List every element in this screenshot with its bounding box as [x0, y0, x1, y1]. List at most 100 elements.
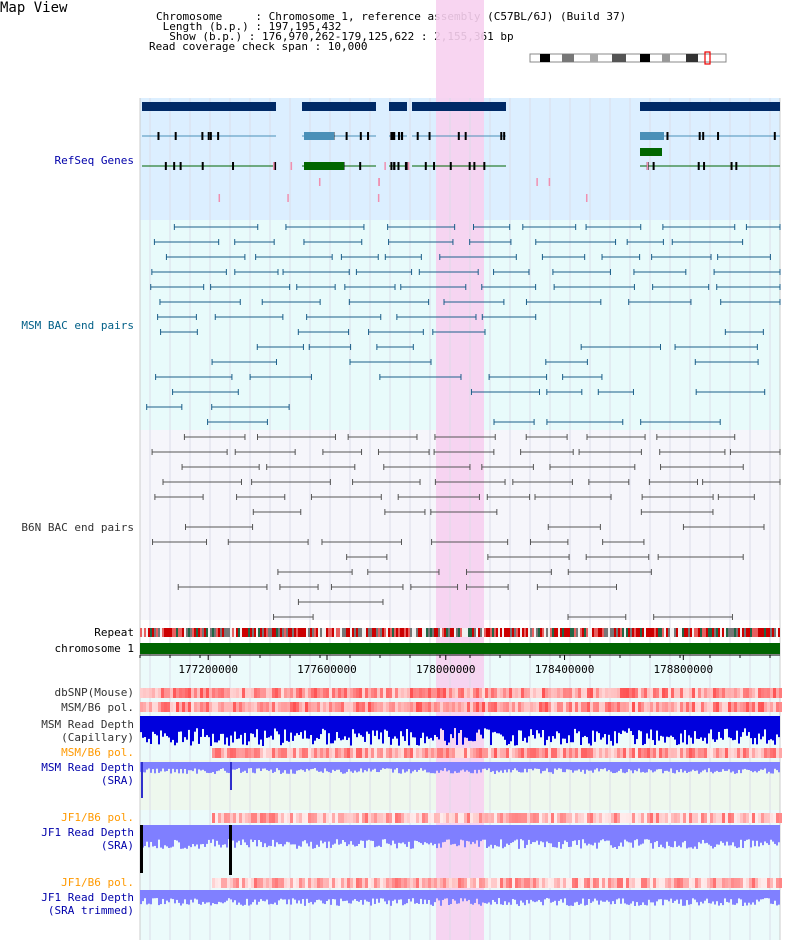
heat-cell — [461, 813, 464, 823]
heat-cell — [266, 688, 269, 698]
depth-bar — [424, 716, 426, 744]
depth-bar — [760, 762, 762, 770]
heat-cell — [713, 813, 716, 823]
heat-cell — [539, 702, 542, 712]
depth-bar — [462, 716, 464, 745]
depth-bar — [504, 716, 506, 740]
depth-bar — [510, 716, 512, 742]
depth-bar — [558, 762, 560, 769]
depth-bar — [710, 825, 712, 846]
repeat-mark — [380, 628, 382, 637]
heat-cell — [338, 688, 341, 698]
heatmap-tracks[interactable] — [140, 688, 782, 888]
heat-cell — [260, 702, 263, 712]
depth-bar — [594, 825, 596, 843]
depth-bar — [776, 890, 778, 906]
heat-cell — [290, 813, 293, 823]
track-label-msm-depth-capillary[interactable]: MSM Read Depth — [41, 718, 134, 731]
depth-bar — [188, 890, 190, 905]
heat-cell — [398, 878, 401, 888]
depth-bar — [674, 716, 676, 740]
heat-cell — [758, 688, 761, 698]
heat-cell — [536, 878, 539, 888]
heat-cell — [338, 878, 341, 888]
depth-bar — [518, 716, 520, 731]
heat-cell — [362, 748, 365, 758]
depth-bar — [182, 762, 184, 774]
repeat-mark — [592, 628, 594, 637]
read-depth-tracks[interactable] — [140, 716, 780, 906]
heat-cell — [497, 702, 500, 712]
track-label-jf1-b6-pol-2[interactable]: JF1/B6 pol. — [61, 876, 134, 889]
depth-bar — [534, 825, 536, 843]
heat-cell — [350, 702, 353, 712]
depth-bar — [174, 890, 176, 904]
gene-exon — [698, 132, 701, 140]
depth-bar — [678, 825, 680, 846]
depth-bar — [196, 825, 198, 845]
depth-bar — [298, 890, 300, 901]
depth-bar — [220, 762, 222, 769]
depth-bar — [310, 716, 312, 736]
depth-bar — [744, 762, 746, 769]
heat-cell — [407, 878, 410, 888]
depth-bar — [190, 716, 192, 746]
depth-bar — [180, 890, 182, 906]
track-label-jf1-depth-trimmed[interactable]: JF1 Read Depth — [41, 891, 134, 904]
heat-cell — [533, 813, 536, 823]
repeat-mark — [538, 628, 540, 637]
heat-cell — [269, 688, 272, 698]
refseq-genes-track[interactable] — [142, 102, 780, 202]
depth-bar — [350, 890, 352, 904]
track-label-msm-b6-pol-2[interactable]: MSM/B6 pol. — [61, 746, 134, 759]
heat-cell — [518, 878, 521, 888]
repeat-mark — [480, 628, 482, 637]
repeat-mark — [488, 628, 490, 637]
b6n-bac-end-pairs-track[interactable] — [151, 434, 781, 620]
depth-bar — [170, 716, 172, 743]
heat-cell — [659, 702, 662, 712]
repeat-mark — [618, 628, 620, 637]
msm-bac-end-pairs-track[interactable] — [146, 224, 781, 425]
depth-bar — [266, 890, 268, 900]
depth-bar — [150, 825, 152, 842]
track-label-dbsnp[interactable]: dbSNP(Mouse) — [54, 686, 134, 699]
heat-cell — [335, 878, 338, 888]
depth-bar — [728, 716, 730, 738]
heat-cell — [257, 688, 260, 698]
depth-bar — [366, 716, 368, 732]
depth-bar — [436, 716, 438, 737]
track-label-msm-b6-pol-1[interactable]: MSM/B6 pol. — [61, 701, 134, 714]
track-label-jf1-depth-sra[interactable]: JF1 Read Depth — [41, 826, 134, 839]
repeat-mark — [646, 628, 648, 637]
heat-cell — [566, 748, 569, 758]
repeat-mark — [756, 628, 758, 637]
track-label-jf1-b6-pol-1[interactable]: JF1/B6 pol. — [61, 811, 134, 824]
heat-cell — [524, 748, 527, 758]
depth-bar — [514, 890, 516, 900]
depth-bar — [776, 825, 778, 846]
heat-cell — [485, 813, 488, 823]
heat-cell — [350, 878, 353, 888]
depth-bar — [596, 825, 598, 849]
track-label-repeat[interactable]: Repeat — [94, 626, 134, 639]
repeat-mark — [294, 628, 296, 637]
heat-cell — [479, 688, 482, 698]
repeat-mark — [194, 628, 196, 637]
depth-bar — [736, 890, 738, 904]
depth-bar — [748, 825, 750, 840]
track-label-refseq[interactable]: RefSeq Genes — [54, 154, 134, 167]
chromosome-ideogram[interactable] — [529, 51, 727, 65]
heat-cell — [536, 702, 539, 712]
heat-cell — [752, 688, 755, 698]
depth-bar — [308, 716, 310, 739]
track-label-msm-bac[interactable]: MSM BAC end pairs — [21, 319, 134, 332]
repeat-track[interactable] — [140, 628, 780, 637]
track-label-b6n-bac[interactable]: B6N BAC end pairs — [21, 521, 134, 534]
depth-bar — [720, 890, 722, 904]
track-label-jf1-depth-sra-sub: (SRA) — [100, 839, 134, 852]
heat-cell — [146, 688, 149, 698]
depth-bar — [740, 825, 742, 840]
track-label-msm-depth-sra[interactable]: MSM Read Depth — [41, 761, 134, 774]
